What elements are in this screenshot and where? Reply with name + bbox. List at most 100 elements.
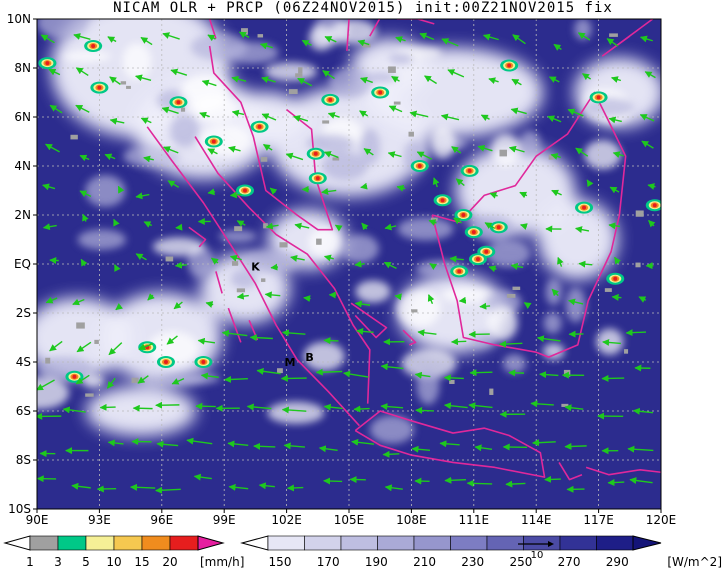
wind-vector <box>427 294 435 305</box>
light-precip <box>131 377 139 383</box>
light-precip <box>322 120 330 124</box>
wind-vector <box>49 340 63 352</box>
cloud-streak <box>180 74 229 112</box>
wind-vector <box>221 329 248 337</box>
wind-vector <box>137 375 149 384</box>
light-precip <box>180 107 186 112</box>
coastline <box>208 45 334 231</box>
wind-vector <box>499 340 523 348</box>
colorbar-bin <box>377 535 415 551</box>
cloud-streak <box>519 130 541 158</box>
wind-vector <box>143 155 154 163</box>
cloud-streak <box>267 401 325 424</box>
wind-vector <box>551 189 562 197</box>
wind-vector <box>297 77 313 87</box>
wind-vector <box>415 406 434 414</box>
wind-vector <box>519 191 528 199</box>
wind-vector <box>115 303 123 311</box>
precip-cell <box>176 100 181 105</box>
wind-vector <box>360 182 368 190</box>
wind-vector <box>281 329 306 337</box>
wind-vector <box>197 337 216 345</box>
wind-vector <box>477 144 493 152</box>
wind-vector <box>117 185 125 194</box>
lat-tick-label: EQ <box>14 257 31 271</box>
wind-vector <box>173 301 183 310</box>
colorbar-bin <box>523 535 561 551</box>
wind-vector <box>608 222 621 230</box>
lon-tick-label: 93E <box>88 513 111 527</box>
map-panel: K M B <box>37 19 661 509</box>
wind-vector <box>138 342 154 351</box>
colorbar-bin <box>596 535 634 551</box>
wind-vector <box>388 105 403 113</box>
wind-vector <box>384 223 397 231</box>
colorbar-bin <box>413 535 451 551</box>
wind-vector <box>167 180 180 188</box>
wind-vector <box>639 114 655 122</box>
wind-vector <box>228 145 241 153</box>
light-precip <box>408 131 414 137</box>
wind-vector <box>488 265 497 273</box>
wind-vector <box>474 444 493 452</box>
wind-vector <box>323 151 339 159</box>
wind-vector <box>449 255 464 263</box>
lon-tick-label: 102E <box>271 513 302 527</box>
marker-label: K <box>251 260 260 273</box>
wind-vector <box>469 369 493 377</box>
cloud-streak <box>584 140 622 170</box>
wind-vector <box>130 483 156 491</box>
wind-vector <box>606 38 619 47</box>
wind-vector <box>416 151 433 160</box>
wind-vector <box>323 477 343 485</box>
wind-vector <box>259 42 273 50</box>
wind-vector <box>40 34 55 44</box>
light-precip <box>430 217 438 221</box>
wind-vector <box>73 33 91 41</box>
light-precip <box>609 33 618 37</box>
light-precip <box>279 242 288 248</box>
cloud-streak <box>355 280 391 303</box>
cloud-streak <box>397 217 454 241</box>
colorbar-tick-label: 170 <box>317 555 340 569</box>
light-precip <box>94 339 99 344</box>
wind-vector <box>384 484 403 492</box>
wind-vector <box>201 79 217 87</box>
wind-vector <box>231 109 245 117</box>
lon-tick-label: 111E <box>459 513 490 527</box>
precip-cell <box>471 230 476 235</box>
wind-vector <box>45 296 58 304</box>
wind-vector <box>444 402 468 410</box>
light-precip <box>45 357 51 364</box>
wind-vector <box>318 445 338 453</box>
reference-vector-label: 10 <box>531 550 544 561</box>
precip-cell <box>596 95 601 100</box>
light-precip <box>635 262 641 268</box>
wind-vector <box>175 223 183 231</box>
wind-vector <box>322 70 335 80</box>
colorbar-unit: [mm/h] <box>200 555 244 569</box>
cloud-streak <box>62 50 112 62</box>
wind-vector <box>602 338 621 346</box>
wind-vector <box>510 262 524 270</box>
cloud-blob <box>455 145 576 236</box>
wind-vector <box>641 140 654 149</box>
wind-vector <box>76 341 92 353</box>
wind-vector <box>265 222 279 230</box>
colorbar-bin <box>57 535 87 551</box>
wind-vector <box>577 32 591 41</box>
light-precip <box>231 261 239 266</box>
cloud-streak <box>543 312 562 334</box>
coastlines <box>146 19 661 481</box>
wind-vector <box>444 476 467 484</box>
light-precip <box>165 256 174 262</box>
cloud-streak <box>401 348 457 379</box>
light-precip <box>388 66 396 73</box>
wind-vector <box>394 293 402 301</box>
wind-vector <box>505 480 526 488</box>
wind-vector <box>143 221 153 228</box>
colorbar-end-low <box>240 535 269 551</box>
wind-vector <box>539 371 559 379</box>
wind-vector <box>246 403 272 411</box>
